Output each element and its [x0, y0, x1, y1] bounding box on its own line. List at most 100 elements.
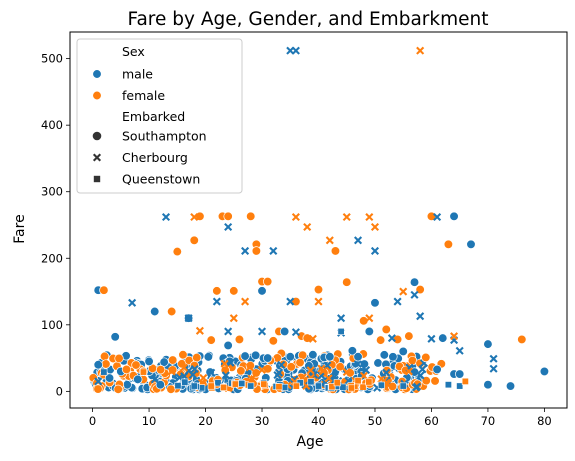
data-point	[410, 290, 419, 299]
data-point	[354, 377, 362, 385]
data-point	[133, 374, 143, 385]
data-point	[365, 212, 374, 222]
data-point	[268, 336, 278, 346]
data-point	[308, 334, 317, 343]
data-point	[303, 222, 312, 232]
data-point	[238, 379, 246, 387]
data-point	[373, 358, 383, 368]
data-point	[444, 381, 452, 389]
data-point	[241, 246, 250, 255]
data-point	[489, 354, 498, 363]
data-point	[203, 352, 214, 362]
data-point	[307, 378, 315, 386]
data-point	[416, 312, 425, 321]
axes-layer: 0 10 20 30 40 50 60 70 80 0 100 200 300 400 500	[41, 52, 552, 428]
data-point	[337, 327, 345, 335]
data-point	[416, 46, 425, 55]
data-point	[291, 212, 300, 222]
legend-marker-male	[92, 69, 102, 79]
legend-marker-cherbourg	[92, 153, 102, 162]
data-point	[411, 383, 420, 392]
legend: Sex Embarked male female Southampton Cherbo…	[76, 38, 243, 194]
data-point	[325, 236, 334, 245]
data-point	[214, 379, 222, 387]
data-point	[387, 334, 396, 343]
data-point	[347, 346, 358, 356]
data-point	[167, 306, 177, 317]
data-point	[314, 382, 322, 390]
data-point	[353, 236, 363, 245]
data-point	[466, 239, 476, 249]
data-point	[220, 383, 228, 391]
data-point	[333, 379, 341, 387]
data-point	[393, 297, 402, 306]
data-point	[370, 298, 380, 308]
data-point	[505, 381, 516, 391]
data-point	[247, 382, 255, 390]
data-point	[168, 355, 178, 365]
data-point	[382, 365, 392, 376]
y-axis-label: Fare	[12, 214, 28, 243]
points-layer	[88, 46, 550, 395]
data-point	[432, 364, 442, 375]
data-point	[207, 382, 215, 390]
data-point	[166, 384, 176, 394]
data-point	[139, 368, 147, 376]
data-point	[241, 297, 250, 306]
data-point	[291, 46, 300, 55]
data-point	[382, 368, 391, 377]
data-point	[365, 314, 374, 323]
y-tick-label: 0	[56, 384, 63, 398]
data-point	[291, 328, 300, 337]
legend-label-female: female	[122, 88, 165, 103]
data-point	[155, 380, 166, 390]
data-point	[418, 365, 427, 374]
data-point	[150, 306, 160, 317]
data-point	[377, 381, 385, 389]
data-point	[121, 364, 132, 375]
y-tick-label: 400	[41, 118, 63, 132]
data-point	[104, 373, 115, 383]
data-point	[207, 368, 216, 377]
data-point	[416, 371, 425, 380]
data-point	[93, 360, 103, 370]
legend-label-southampton: Southampton	[122, 129, 207, 144]
data-point	[330, 246, 341, 256]
data-point	[292, 382, 300, 390]
data-point	[93, 384, 103, 394]
x-tick-label: 10	[142, 414, 157, 428]
data-point	[375, 335, 386, 345]
data-point	[347, 384, 355, 392]
data-point	[246, 211, 256, 221]
data-point	[421, 352, 431, 363]
x-tick-label: 60	[424, 414, 439, 428]
data-point	[100, 368, 108, 376]
data-point	[483, 339, 493, 349]
data-point	[388, 352, 398, 362]
data-point	[226, 358, 235, 367]
data-point	[179, 363, 189, 372]
legend-box	[76, 38, 243, 194]
data-point	[337, 314, 346, 323]
data-point	[449, 211, 459, 221]
data-point	[192, 352, 202, 363]
data-point	[110, 332, 120, 342]
data-point	[277, 360, 286, 370]
data-point	[359, 383, 367, 391]
data-point	[257, 365, 266, 374]
x-tick-label: 50	[368, 414, 383, 428]
x-tick-label: 30	[255, 414, 270, 428]
data-point	[399, 382, 407, 390]
data-point	[359, 371, 368, 380]
data-point	[190, 212, 199, 222]
data-point	[324, 374, 333, 383]
data-point	[181, 378, 189, 386]
data-point	[483, 380, 493, 390]
data-point	[323, 361, 332, 370]
data-point	[161, 212, 171, 222]
data-point	[461, 377, 469, 385]
data-point	[430, 376, 440, 386]
data-point	[275, 383, 283, 391]
x-tick-label: 20	[198, 414, 213, 428]
